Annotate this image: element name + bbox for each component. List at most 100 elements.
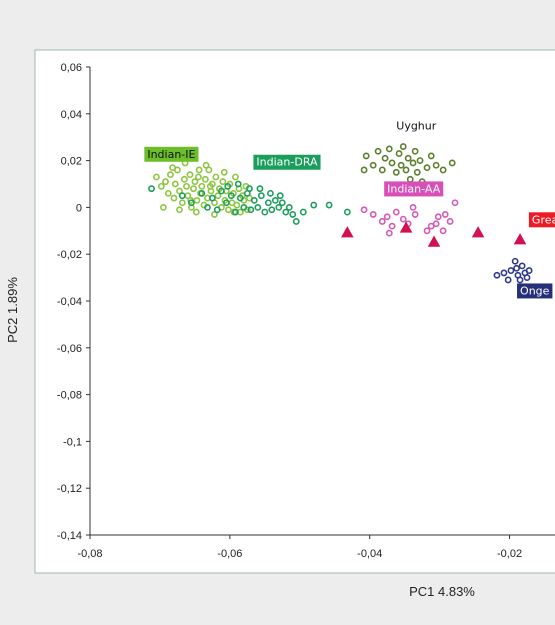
indian-dra-point bbox=[224, 182, 232, 190]
onge-label-text: Onge bbox=[520, 284, 550, 297]
indian-dra-point bbox=[299, 208, 307, 216]
indian-ie-point bbox=[201, 175, 209, 183]
indian-dra-point bbox=[250, 196, 258, 204]
indian-ie-point bbox=[205, 166, 213, 174]
y-tick-label: -0,08 bbox=[57, 390, 82, 402]
indian-dra-point bbox=[234, 180, 242, 188]
onge-point bbox=[523, 274, 531, 281]
indian-ie-point bbox=[169, 164, 176, 172]
y-tick-label: -0,1 bbox=[63, 436, 82, 448]
indian-ie-label: Indian-IE bbox=[144, 146, 199, 162]
indian-dra-point bbox=[264, 199, 272, 207]
indian-ie-point bbox=[233, 201, 241, 209]
indian-dra-point bbox=[240, 203, 248, 211]
indian-dra-point bbox=[268, 206, 276, 214]
indian-ie-point bbox=[191, 178, 199, 186]
x-tick-label: -0,06 bbox=[217, 548, 242, 560]
indian-dra-point bbox=[213, 206, 221, 214]
uyghur-point bbox=[362, 152, 370, 160]
indian-aa-point bbox=[411, 211, 419, 218]
great-andamanese-label: Great Andamanese bbox=[528, 212, 555, 228]
indian-dra-point bbox=[275, 203, 283, 211]
indian-dra-point bbox=[257, 192, 265, 200]
plot-frame bbox=[34, 49, 555, 574]
indian-ie-point bbox=[170, 194, 178, 202]
indian-ie-point bbox=[176, 187, 183, 195]
indian-dra-point bbox=[247, 206, 255, 214]
uyghur-point bbox=[369, 161, 377, 169]
indian-dra-point bbox=[325, 201, 333, 209]
indian-ie-point bbox=[162, 178, 169, 186]
uyghur-point bbox=[392, 168, 400, 176]
indian-dra-point bbox=[310, 201, 318, 209]
indian-aa-point bbox=[388, 222, 396, 230]
indian-aa-point bbox=[378, 218, 386, 225]
indian-ie-point bbox=[178, 199, 186, 207]
indian-aa-label-bg bbox=[384, 181, 444, 197]
onge-point bbox=[493, 271, 501, 279]
indian-aa-point bbox=[369, 211, 377, 218]
indian-dra-point bbox=[261, 208, 269, 216]
y-tick-label: -0,02 bbox=[57, 249, 82, 261]
indian-dra-point bbox=[254, 203, 262, 211]
indian-dra-label-text: Indian-DRA bbox=[256, 156, 318, 169]
y-tick-label: -0,06 bbox=[57, 343, 82, 355]
indian-ie-point bbox=[190, 185, 197, 193]
x-tick-label: -0,08 bbox=[77, 548, 102, 560]
onge-point bbox=[513, 264, 520, 272]
indian-dra-point bbox=[187, 199, 195, 207]
uyghur-point bbox=[439, 166, 447, 174]
indian-dra-point bbox=[227, 192, 235, 200]
indian-ie-point bbox=[164, 189, 172, 197]
indian-ie-point bbox=[214, 192, 222, 200]
indian-ie-point bbox=[211, 211, 218, 218]
indian-ie-point bbox=[206, 182, 214, 190]
y-tick-label: -0,12 bbox=[57, 483, 82, 495]
onge-label: Onge bbox=[517, 283, 553, 299]
onge-point bbox=[507, 267, 515, 274]
great-andamanese-point bbox=[341, 226, 354, 238]
great-andamanese-point bbox=[471, 226, 485, 238]
onge-point bbox=[500, 269, 508, 277]
indian-aa-point bbox=[434, 213, 442, 221]
uyghur-point bbox=[402, 166, 410, 174]
indian-ie-point bbox=[193, 196, 201, 204]
y-tick-label: 0 bbox=[76, 202, 82, 214]
indian-ie-point bbox=[192, 208, 200, 216]
great-andamanese-point bbox=[399, 221, 413, 233]
onge-point bbox=[511, 257, 519, 265]
uyghur-point bbox=[378, 166, 386, 174]
indian-aa-point bbox=[383, 213, 391, 221]
indian-aa-point bbox=[439, 227, 447, 235]
indian-ie-point bbox=[220, 168, 228, 176]
indian-ie-point bbox=[180, 175, 188, 183]
indian-dra-point bbox=[198, 189, 206, 197]
uyghur-point bbox=[432, 161, 440, 169]
indian-ie-point bbox=[160, 203, 167, 211]
uyghur-point bbox=[399, 143, 407, 150]
indian-dra-point bbox=[282, 208, 290, 216]
great-andamanese-point bbox=[427, 235, 441, 247]
indian-ie-point bbox=[171, 180, 179, 188]
uyghur-point bbox=[397, 161, 405, 169]
indian-aa-point bbox=[409, 203, 417, 211]
uyghur-point bbox=[395, 150, 403, 157]
indian-dra-point bbox=[289, 211, 297, 218]
y-tick-label: 0,04 bbox=[61, 109, 82, 121]
indian-ie-point bbox=[195, 166, 203, 174]
indian-aa-point bbox=[360, 206, 368, 214]
axes: 0,06 0,04 0,02 0 -0,02 -0,04 -0,06 -0,08 -0,1 -0,… bbox=[57, 62, 555, 560]
indian-dra-label: Indian-DRA bbox=[253, 154, 321, 170]
onge-label-bg bbox=[517, 283, 553, 299]
indian-aa-point bbox=[441, 211, 449, 218]
data-points bbox=[148, 143, 533, 284]
indian-dra-point bbox=[246, 185, 253, 193]
indian-dra-point bbox=[236, 194, 244, 202]
great-andamanese-label-bg bbox=[528, 212, 555, 228]
indian-dra-point bbox=[256, 185, 264, 193]
y-tick-label: -0,14 bbox=[57, 530, 82, 542]
indian-ie-point bbox=[212, 173, 220, 181]
indian-dra-point bbox=[204, 203, 211, 211]
onge-point bbox=[504, 276, 512, 284]
uyghur-point bbox=[409, 159, 417, 167]
